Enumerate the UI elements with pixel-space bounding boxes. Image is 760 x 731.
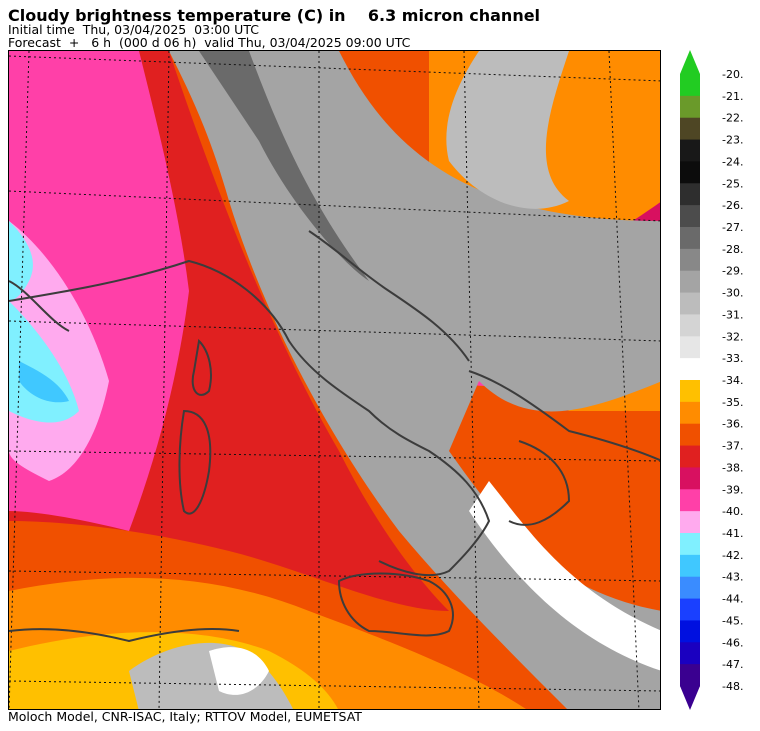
colorbar-tick-label: -38. [722,461,743,474]
colorbar-swatch [680,227,700,250]
graticule [9,51,660,709]
colorbar-swatch [680,533,700,556]
colorbar-tick-label: -45. [722,614,743,627]
field-light-grey-east [446,51,569,209]
colorbar-tick-label: -30. [722,287,743,300]
colorbar-swatch [680,95,700,119]
colorbar-swatch [680,183,700,206]
chart-title: Cloudy brightness temperature (C) in 6.3… [8,6,541,25]
colorbar-swatch [680,74,700,97]
colorbar-swatch [680,401,700,425]
colorbar-tick-label: -23. [722,134,743,147]
colorbar-swatch [680,511,700,534]
initial-time-label: Initial time Thu, 03/04/2025 03:00 UTC [8,22,259,37]
colorbar-tick-label: -31. [722,308,743,321]
colorbar-swatch [680,117,700,141]
color-scale-legend: -20. -21. -22. -23. -24. -25. -26. -27. -28. -29.… [678,50,758,710]
colorbar-tick-label: -25. [722,177,743,190]
colorbar-swatch [680,467,700,490]
colorbar-tick-label: -36. [722,418,743,431]
colorbar-swatch [680,576,700,600]
colorbar-tick-label: -21. [722,90,743,103]
colorbar-bottom-arrow [680,686,700,710]
model-credits: Moloch Model, CNR-ISAC, Italy; RTTOV Mod… [8,709,362,724]
colorbar-swatch [680,423,700,447]
colorbar-tick-label: -33. [722,352,743,365]
colorbar-swatch [680,248,700,272]
colorbar-swatch [680,336,700,359]
coastlines [9,230,660,643]
colorbar-tick-label: -24. [722,155,743,168]
colorbar-swatch [680,161,700,184]
colorbar-swatch [680,270,700,294]
colorbar-swatch [680,598,700,621]
brightness-temperature-map [8,50,661,710]
colorbar-swatch [680,205,700,228]
colorbar-tick-label: -48. [722,680,743,693]
colorbar-top-arrow [680,50,700,74]
colorbar-swatch [680,380,700,403]
colorbar-tick-label: -43. [722,571,743,584]
field-white-edge [469,481,660,671]
colorbar-swatch [680,358,700,381]
colorbar-tick-label: -42. [722,549,743,562]
colorbar-tick-label: -28. [722,243,743,256]
colorbar-tick-label: -46. [722,636,743,649]
colorbar-tick-label: -47. [722,658,743,671]
colorbar-tick-label: -44. [722,593,743,606]
colorbar-swatch [680,554,700,578]
colorbar-swatch [680,620,700,643]
field-dark-grey-core [199,51,369,281]
colorbar-tick-label: -29. [722,265,743,278]
colorbar-swatch [680,314,700,337]
colorbar-swatch [680,489,700,512]
colorbar-tick-label: -32. [722,330,743,343]
colorbar-swatch [680,292,700,315]
forecast-valid-label: Forecast + 6 h (000 d 06 h) valid Thu, 0… [8,35,411,50]
field-blue-west [19,361,69,403]
colorbar-tick-label: -35. [722,396,743,409]
field-grey-band [169,51,660,709]
colorbar-tick-label: -27. [722,221,743,234]
colorbar-tick-label: -41. [722,527,743,540]
colorbar-swatch [680,139,700,162]
colorbar-swatch [680,642,700,665]
colorbar-swatch [680,445,700,468]
colorbar-tick-label: -39. [722,483,743,496]
colorbar-tick-label: -26. [722,199,743,212]
colorbar-tick-label: -34. [722,374,743,387]
field-white-south [209,647,269,695]
colorbar-tick-label: -22. [722,112,743,125]
field-cyan-west [9,221,33,301]
colorbar-swatch [680,664,700,687]
colorbar-tick-label: -37. [722,440,743,453]
colorbar-tick-label: -20. [722,68,743,81]
colorbar-tick-label: -40. [722,505,743,518]
